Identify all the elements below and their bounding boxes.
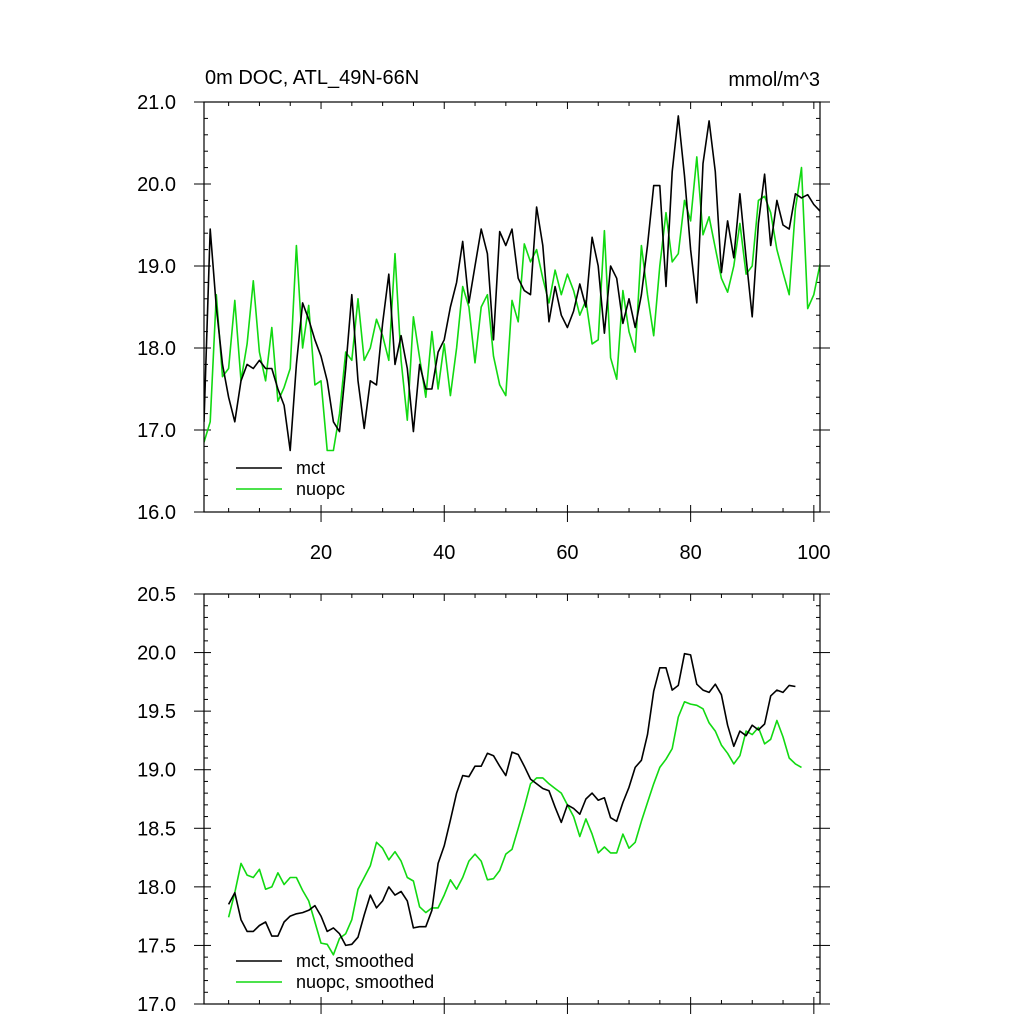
y-tick-label: 20.0 xyxy=(137,643,176,665)
series-line-mct-smoothed xyxy=(227,652,796,947)
y-tick-label: 17.0 xyxy=(137,994,176,1016)
x-tick-label: 20 xyxy=(310,542,332,564)
y-tick-label: 20.5 xyxy=(137,584,176,606)
legend-label: mct, smoothed xyxy=(296,951,414,971)
top-panel-frame xyxy=(203,101,821,513)
y-tick-label: 18.0 xyxy=(137,877,176,899)
y-tick-label: 19.0 xyxy=(137,760,176,782)
series-line-mct xyxy=(204,115,820,452)
x-tick-label: 40 xyxy=(433,542,455,564)
bottom-panel-lines xyxy=(227,652,802,956)
y-tick-label: 19.0 xyxy=(137,256,176,278)
plot-title: 0m DOC, ATL_49N-66N xyxy=(205,67,419,89)
legend-label: mct xyxy=(296,458,325,478)
top-panel-x-tick-labels: 20 40 60 80 100 xyxy=(310,542,831,564)
top-panel: 0m DOC, ATL_49N-66N mmol/m^3 16.0 17.0 18.… xyxy=(137,67,830,564)
top-panel-ticks xyxy=(194,101,830,522)
legend-label: nuopc, smoothed xyxy=(296,972,434,992)
top-panel-lines xyxy=(204,115,820,452)
bottom-panel-frame xyxy=(203,593,821,1005)
bottom-panel: 17.0 17.5 18.0 18.5 19.0 19.5 20.0 20.5 mct, sm… xyxy=(137,584,830,1016)
legend-label: nuopc xyxy=(296,479,345,499)
x-tick-label: 80 xyxy=(680,542,702,564)
top-panel-y-tick-labels: 16.0 17.0 18.0 19.0 20.0 21.0 xyxy=(137,92,176,524)
series-line-nuopc-smoothed xyxy=(227,700,802,956)
y-tick-label: 19.5 xyxy=(137,701,176,723)
units-label: mmol/m^3 xyxy=(728,69,820,91)
bottom-panel-ticks xyxy=(194,593,830,1014)
bottom-panel-y-tick-labels: 17.0 17.5 18.0 18.5 19.0 19.5 20.0 20.5 xyxy=(137,584,176,1016)
y-tick-label: 17.5 xyxy=(137,935,176,957)
x-tick-label: 100 xyxy=(797,542,830,564)
y-tick-label: 21.0 xyxy=(137,92,176,114)
y-tick-label: 18.5 xyxy=(137,818,176,840)
y-tick-label: 17.0 xyxy=(137,420,176,442)
y-tick-label: 16.0 xyxy=(137,502,176,524)
x-tick-label: 60 xyxy=(556,542,578,564)
series-line-nuopc xyxy=(204,156,820,452)
y-tick-label: 18.0 xyxy=(137,338,176,360)
y-tick-label: 20.0 xyxy=(137,174,176,196)
